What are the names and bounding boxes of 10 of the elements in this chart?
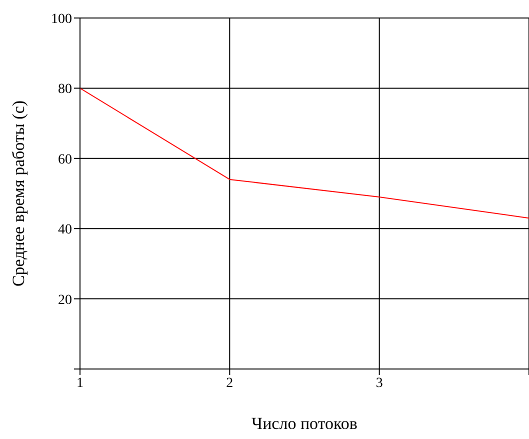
- y-tick-label: 60: [58, 152, 72, 168]
- x-tick-label: 2: [226, 376, 234, 391]
- y-tick-label: 40: [58, 222, 72, 238]
- y-tick-label: 80: [58, 82, 72, 98]
- x-axis-title: Число потоков: [252, 414, 358, 433]
- y-axis-title: Среднее время работы (с): [9, 100, 28, 287]
- x-tick-label: 3: [376, 376, 383, 391]
- x-tick-label: 1: [76, 376, 84, 391]
- y-tick-label: 20: [58, 292, 72, 308]
- y-tick-label: 100: [51, 12, 72, 27]
